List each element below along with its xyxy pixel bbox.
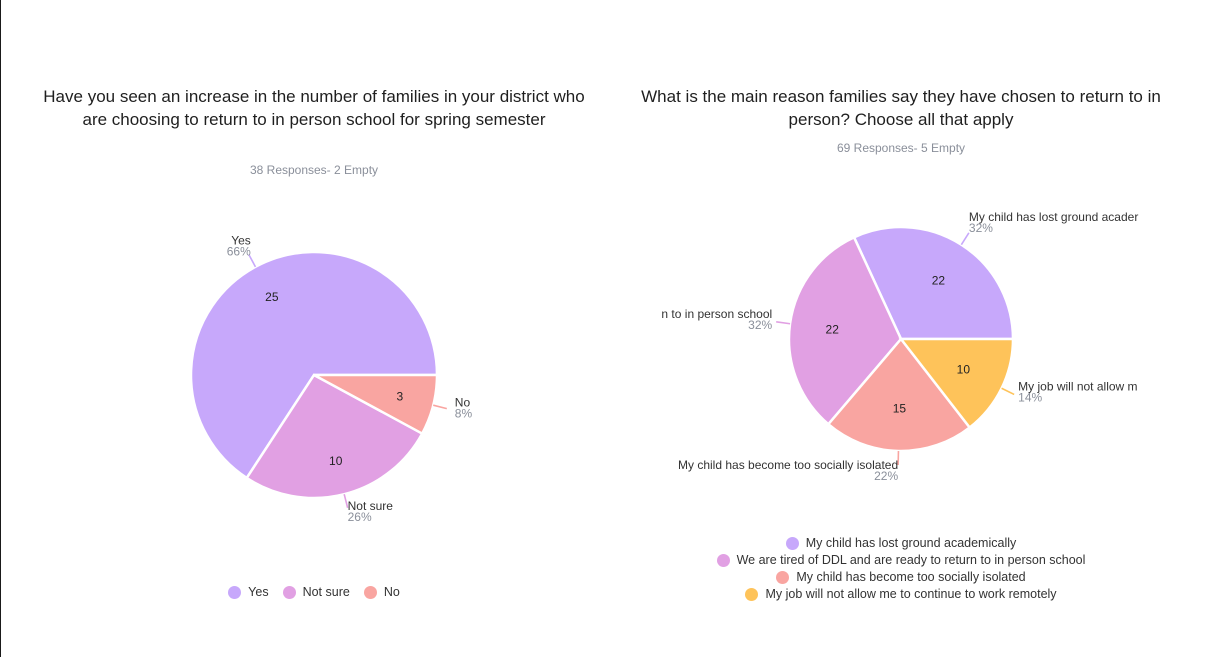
slice-name-label: n to in person school: [661, 307, 772, 321]
legend-swatch: [282, 585, 296, 599]
slice-leader-line: [248, 254, 257, 268]
chart-subtitle: 38 Responses- 2 Empty: [249, 163, 379, 177]
legend-label: We are tired of DDL and are ready to ret…: [736, 553, 1086, 567]
chart-legend: Yes Not sure No: [40, 585, 588, 599]
pie-slice-my-job-will-not-allow-me-to-continue-to-work-remotely[interactable]: [898, 337, 1015, 430]
legend-swatch: [785, 536, 799, 550]
slice-leader-line: [343, 494, 349, 509]
pie-slice-no[interactable]: [313, 373, 439, 436]
legend-row: My job will not allow me to continue to …: [628, 586, 1174, 602]
slice-name-label: My child has lost ground acader: [969, 210, 1138, 224]
slice-value-label: 10: [957, 363, 971, 377]
chart-panel-return-reasons: What is the main reason families say the…: [628, 0, 1174, 657]
slice-percent-label: 22%: [874, 469, 898, 483]
legend-swatch: [228, 585, 242, 599]
chart-title: Have you seen an increase in the number …: [43, 87, 585, 129]
legend-item-no[interactable]: No: [363, 585, 400, 599]
slice-name-label: My job will not allow m: [1018, 379, 1137, 393]
slice-value-label: 10: [329, 454, 343, 468]
slice-percent-label: 14%: [1018, 390, 1042, 404]
slice-name-label: Yes: [231, 234, 251, 248]
legend-row: We are tired of DDL and are ready to ret…: [628, 552, 1174, 568]
legend-item-yes[interactable]: Yes: [228, 585, 269, 599]
slice-percent-label: 26%: [348, 510, 372, 524]
slice-value-label: 22: [932, 274, 946, 288]
legend-swatch: [716, 553, 730, 567]
legend-label: No: [383, 585, 400, 599]
legend-row: My child has become too socially isolate…: [628, 569, 1174, 585]
legend-swatch: [776, 570, 790, 584]
pie-slice-we-are-tired-of-ddl-and-are-ready-to-return-to-in-person-school[interactable]: [787, 235, 903, 427]
slice-name-label: No: [455, 396, 471, 410]
slice-percent-label: 66%: [227, 245, 251, 259]
slice-percent-label: 8%: [455, 407, 473, 421]
slice-leader-line: [776, 321, 791, 325]
legend-swatch: [363, 585, 377, 599]
pie-slice-not-sure[interactable]: [244, 373, 424, 500]
legend-item-not-sure[interactable]: Not sure: [282, 585, 350, 599]
chart-subtitle: 69 Responses- 5 Empty: [836, 141, 966, 155]
pie-slice-my-child-has-become-too-socially-isolated[interactable]: [826, 337, 972, 453]
slice-value-label: 22: [826, 323, 840, 337]
legend-item-my-child-has-become-too-socially-isolated[interactable]: My child has become too socially isolate…: [776, 569, 1026, 585]
legend-label: My child has lost ground academically: [805, 536, 1017, 550]
slice-percent-label: 32%: [969, 221, 993, 235]
chart-title: What is the main reason families say the…: [641, 87, 1161, 129]
legend-label: My child has become too socially isolate…: [796, 570, 1026, 584]
pie-clip-area: 22 My child has lost ground acader 32% 22 n …: [642, 150, 1161, 510]
legend-item-my-child-has-lost-ground-academically[interactable]: My child has lost ground academically: [785, 535, 1017, 551]
slice-name-label: Not sure: [348, 499, 394, 513]
slice-leader-line: [960, 232, 970, 246]
slice-leader-line: [433, 404, 448, 410]
slice-value-label: 3: [397, 390, 404, 404]
legend-label: Not sure: [302, 585, 350, 599]
legend-swatch: [745, 587, 759, 601]
legend-label: Yes: [248, 585, 269, 599]
slice-name-label: My child has become too socially isolate…: [678, 458, 898, 472]
legend-label: My job will not allow me to continue to …: [765, 587, 1057, 601]
slice-leader-line: [1001, 387, 1015, 396]
chart-legend: My child has lost ground academically We …: [628, 535, 1174, 603]
slice-value-label: 15: [893, 401, 907, 415]
legend-row: My child has lost ground academically: [628, 535, 1174, 551]
legend-item-we-are-tired-of-ddl-and-are-ready-to-return-to-in-person-school[interactable]: We are tired of DDL and are ready to ret…: [716, 552, 1086, 568]
chart-panel-families-increase: Have you seen an increase in the number …: [40, 0, 588, 657]
legend-item-my-job-will-not-allow-me-to-continue-to-work-remotely[interactable]: My job will not allow me to continue to …: [745, 586, 1057, 602]
window-left-border: [0, 0, 1, 657]
slice-value-label: 25: [265, 290, 279, 304]
slice-percent-label: 32%: [748, 318, 772, 332]
